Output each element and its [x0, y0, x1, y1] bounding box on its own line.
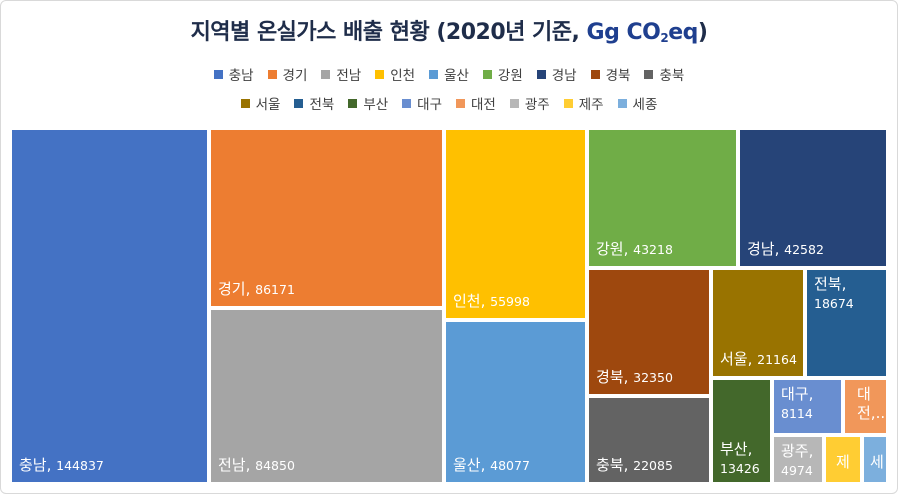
tile-data-label: 전남, 84850 — [218, 456, 295, 474]
legend-swatch — [482, 69, 492, 79]
legend-item: 세종 — [617, 93, 658, 113]
legend-item: 부산 — [348, 93, 388, 113]
treemap-tile: 부산, 13426 — [711, 378, 772, 484]
treemap-tile: 광주, 4974 — [772, 435, 824, 484]
treemap-tile: 세 — [862, 435, 888, 484]
legend-swatch — [375, 69, 385, 79]
tile-data-label: 울산, 48077 — [453, 456, 530, 474]
tile-data-label: 충남, 144837 — [19, 456, 104, 474]
legend-item: 충남 — [213, 64, 254, 84]
treemap-tile: 울산, 48077 — [444, 320, 587, 484]
tile-data-label: 전북, 18674 — [814, 275, 854, 311]
tile-data-label: 대구, 8114 — [781, 385, 814, 421]
legend-item: 강원 — [482, 64, 523, 84]
legend-item: 전남 — [321, 64, 361, 84]
treemap-tile: 대 전,... — [843, 378, 888, 435]
legend-item: 광주 — [509, 93, 550, 113]
tile-data-label: 광주, 4974 — [781, 442, 814, 478]
treemap-tile: 전남, 84850 — [209, 308, 444, 484]
legend-label: 충남 — [228, 68, 254, 84]
title-close-paren: ) — [697, 20, 708, 45]
legend-swatch — [213, 69, 223, 79]
tile-data-label: 부산, 13426 — [720, 440, 760, 476]
tile-data-label: 인천, 55998 — [453, 292, 530, 310]
treemap-tile: 인천, 55998 — [444, 128, 587, 320]
legend-swatch — [456, 98, 465, 108]
legend-item: 경기 — [267, 64, 308, 84]
legend-label: 대전 — [471, 97, 496, 113]
treemap-tile: 경북, 32350 — [587, 268, 711, 396]
legend-item: 전북 — [294, 93, 334, 113]
legend-swatch — [429, 69, 439, 79]
legend-swatch — [267, 69, 277, 79]
title-unit-subscript: 2 — [660, 31, 669, 45]
legend-label: 서울 — [255, 97, 281, 113]
treemap-tile: 경남, 42582 — [738, 128, 888, 268]
treemap-tile: 충남, 144837 — [10, 128, 209, 484]
legend-swatch — [240, 98, 250, 108]
legend-label: 인천 — [390, 68, 416, 84]
legend-item: 제주 — [563, 93, 604, 113]
legend-label: 세종 — [632, 97, 658, 113]
treemap-tile: 경기, 86171 — [209, 128, 444, 308]
legend-item: 대구 — [402, 93, 442, 113]
treemap-tile: 대구, 8114 — [772, 378, 843, 435]
treemap-tile: 전북, 18674 — [805, 268, 888, 378]
legend-item: 충북 — [644, 64, 684, 84]
legend-swatch — [563, 98, 573, 108]
legend-item: 서울 — [240, 93, 281, 113]
tile-data-label: 대 전,... — [857, 385, 888, 422]
legend-swatch — [536, 69, 546, 79]
legend-row-2: 서울 전북 부산 대구 대전 광주 제주 세종 — [0, 93, 898, 113]
tile-data-label: 서울, 21164 — [720, 350, 797, 368]
treemap-tile: 충북, 22085 — [587, 396, 711, 484]
treemap-tile: 강원, 43218 — [587, 128, 738, 268]
legend-label: 전남 — [336, 68, 362, 84]
legend-label: 대구 — [417, 97, 442, 113]
tile-data-label: 경기, 86171 — [218, 280, 295, 298]
legend-swatch — [617, 98, 627, 108]
legend-label: 경북 — [605, 68, 631, 84]
legend-swatch — [590, 69, 600, 79]
legend-item: 인천 — [375, 64, 415, 84]
legend-label: 울산 — [444, 68, 469, 84]
chart-title: 지역별 온실가스 배출 현황 (2020년 기준, Gg CO2eq) — [0, 14, 898, 46]
legend-item: 울산 — [429, 64, 469, 84]
legend-swatch — [294, 98, 304, 108]
legend-swatch — [509, 98, 519, 108]
legend-item: 경북 — [590, 64, 631, 84]
legend-swatch — [402, 98, 412, 108]
tile-data-label: 경남, 42582 — [747, 240, 824, 258]
legend-item: 대전 — [456, 93, 496, 113]
legend-label: 충북 — [659, 68, 685, 84]
title-main-text: 지역별 온실가스 배출 현황 (2020년 기준, — [190, 20, 587, 45]
treemap-tile: 제 — [824, 435, 862, 484]
legend-swatch — [348, 98, 358, 108]
legend-label: 강원 — [497, 68, 523, 84]
tile-data-label: 제 — [836, 453, 850, 471]
treemap-tile: 서울, 21164 — [711, 268, 805, 378]
legend-swatch — [644, 69, 654, 79]
tile-data-label: 세 — [870, 453, 884, 471]
tile-data-label: 경북, 32350 — [596, 368, 673, 386]
legend-swatch — [321, 69, 331, 79]
legend-label: 경기 — [282, 68, 308, 84]
legend-label: 광주 — [524, 97, 550, 113]
legend-label: 제주 — [578, 97, 604, 113]
tile-data-label: 강원, 43218 — [596, 240, 673, 258]
legend-item: 경남 — [536, 64, 577, 84]
legend-label: 부산 — [363, 97, 389, 113]
legend-label: 전북 — [309, 97, 335, 113]
title-unit-prefix: Gg CO — [586, 20, 661, 45]
title-unit-suffix: eq — [668, 20, 698, 45]
legend-label: 경남 — [551, 68, 577, 84]
tile-data-label: 충북, 22085 — [596, 456, 673, 474]
legend-row-1: 충남 경기 전남 인천 울산 강원 경남 경북 충북 — [0, 64, 898, 84]
